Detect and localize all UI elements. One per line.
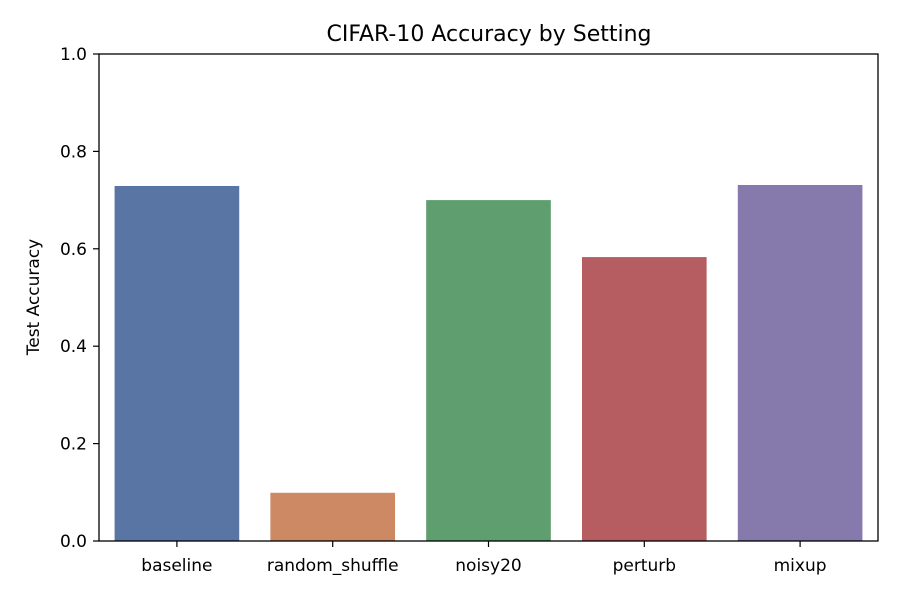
y-axis-label: Test Accuracy: [24, 239, 44, 357]
x-tick-label: baseline: [141, 556, 212, 576]
y-tick-label: 0.6: [60, 240, 87, 260]
x-tick-label: noisy20: [455, 556, 521, 576]
y-tick-label: 0.8: [60, 142, 87, 162]
y-tick-label: 1.0: [60, 45, 87, 65]
x-tick-label: mixup: [774, 556, 827, 576]
bar-random_shuffle: [270, 492, 396, 541]
bar-perturb: [581, 257, 707, 541]
x-tick-label: perturb: [613, 556, 676, 576]
y-tick-label: 0.0: [60, 532, 87, 552]
bar-mixup: [737, 185, 863, 542]
y-tick-label: 0.2: [60, 435, 87, 455]
x-axis-ticks: baseline random_shuffle noisy20 perturb mixu…: [141, 541, 827, 576]
bar-noisy20: [426, 200, 551, 541]
bar-baseline: [114, 185, 240, 542]
y-axis-ticks: 0.0 0.2 0.4 0.6 0.8 1.0: [60, 45, 99, 552]
chart-title: CIFAR-10 Accuracy by Setting: [326, 22, 651, 47]
bars-group: [114, 185, 863, 542]
plot-frame: [98, 53, 879, 542]
y-tick-label: 0.4: [60, 337, 87, 357]
x-tick-label: random_shuffle: [267, 556, 399, 576]
